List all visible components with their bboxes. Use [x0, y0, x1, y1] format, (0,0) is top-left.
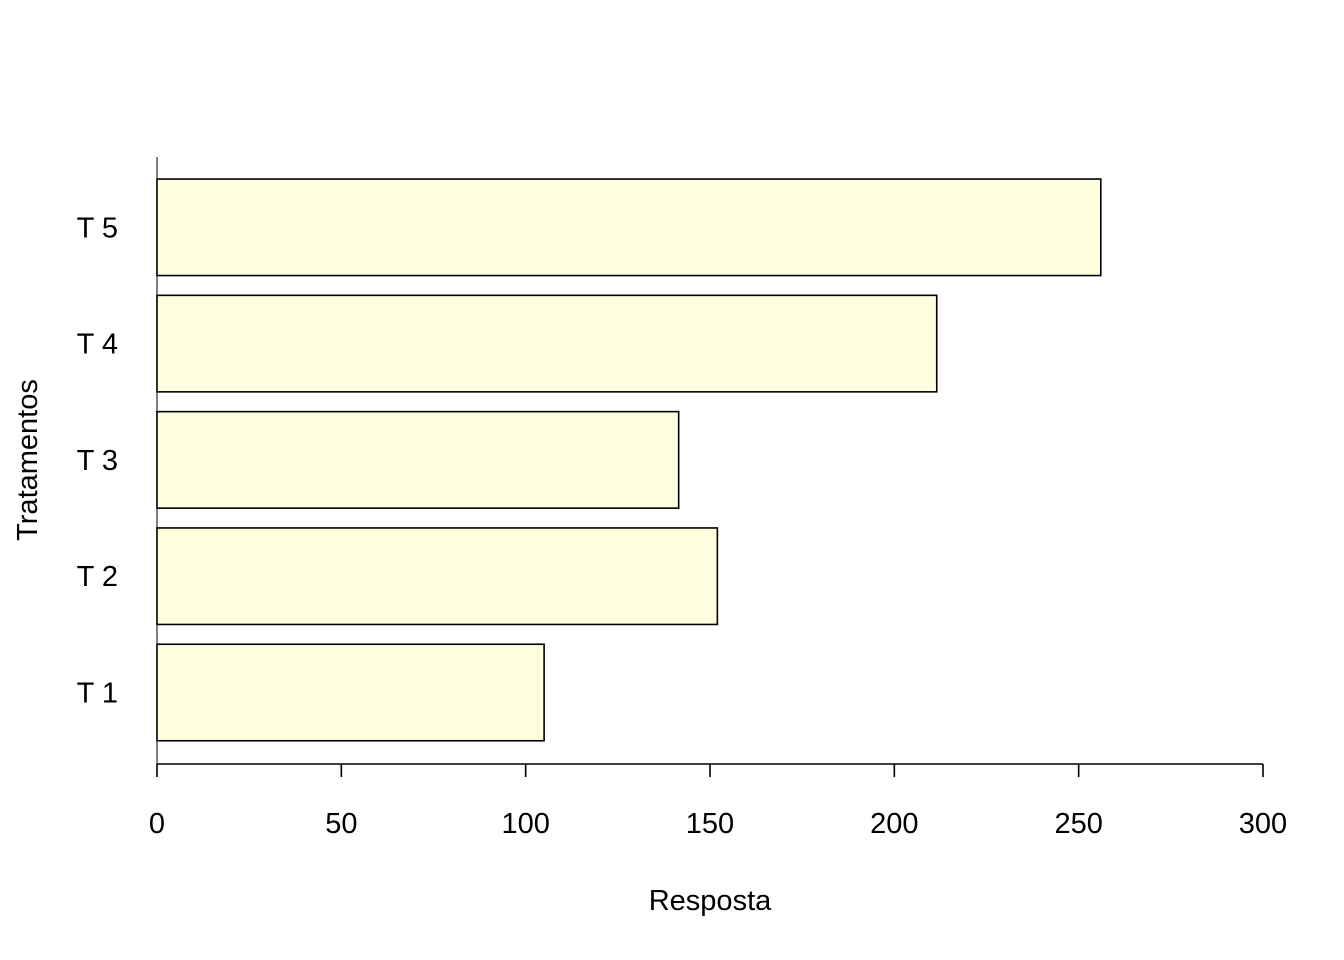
x-tick-label: 250 [1054, 808, 1102, 840]
category-label: T 3 [77, 445, 118, 477]
category-labels: T 1 T 2 T 3 T 4 T 5 [77, 212, 118, 709]
x-tick-label: 150 [686, 808, 734, 840]
x-tick-label: 0 [149, 808, 165, 840]
bar-t1 [156, 643, 545, 742]
x-tick-label: 300 [1239, 808, 1287, 840]
x-tick-label: 50 [325, 808, 357, 840]
x-tick-label: 100 [501, 808, 549, 840]
y-axis-title: Tratamentos [12, 379, 44, 541]
x-tick-label: 200 [870, 808, 918, 840]
category-label: T 5 [77, 212, 118, 244]
category-label: T 2 [77, 561, 118, 593]
bar-t4 [156, 294, 938, 393]
bar-t3 [156, 410, 680, 509]
x-axis-title: Resposta [649, 885, 772, 917]
bar-t2 [156, 527, 719, 626]
category-label: T 4 [77, 329, 118, 361]
category-label: T 1 [77, 678, 118, 710]
bars-group [156, 178, 1102, 742]
bar-t5 [156, 178, 1102, 277]
x-axis-ticks: 0 50 100 150 200 250 300 [149, 764, 1287, 840]
